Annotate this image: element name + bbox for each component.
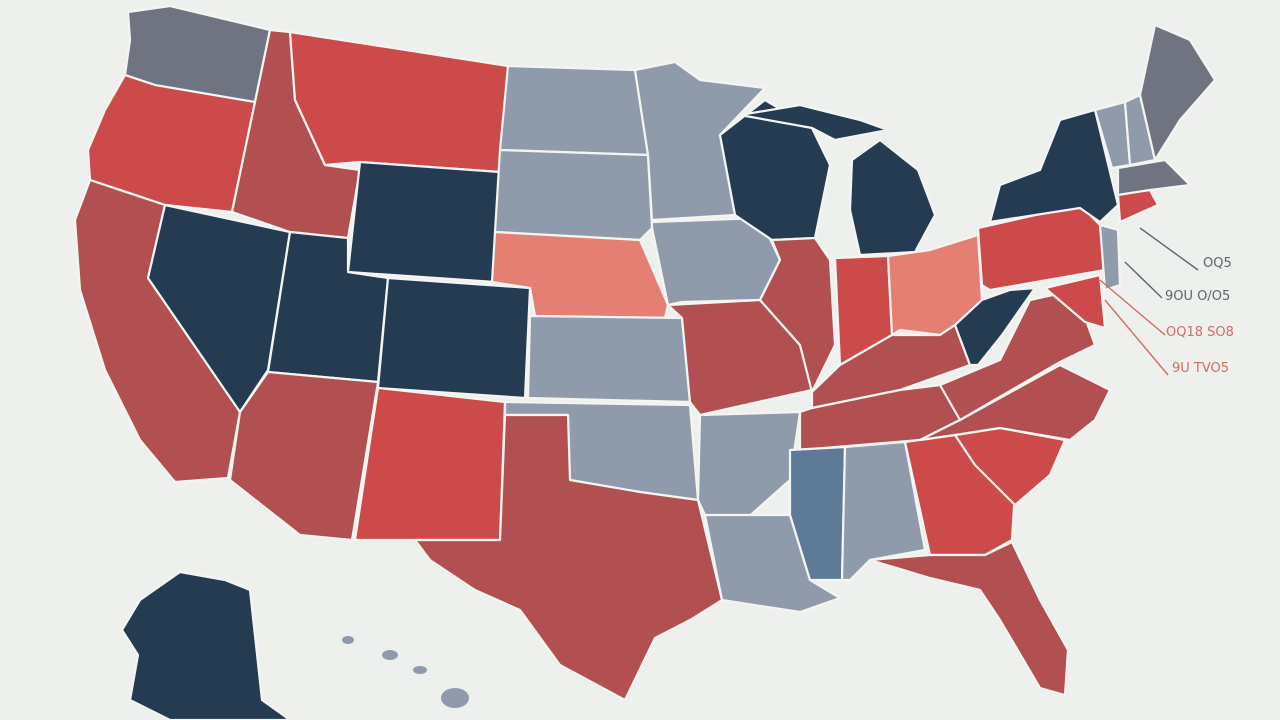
state-alaska — [120, 570, 292, 720]
state-wisconsin — [718, 98, 832, 242]
callout-line-1 — [1139, 227, 1199, 271]
state-mississippi — [788, 445, 847, 582]
callout-line-4 — [1104, 299, 1169, 376]
callout-line-3 — [1099, 279, 1166, 336]
state-massachusetts — [1116, 158, 1192, 197]
state-new-mexico — [353, 386, 507, 542]
state-michigan-upper — [738, 103, 890, 142]
callout-label: OQ18 SO8 — [1166, 325, 1234, 340]
state-south-dakota — [493, 148, 654, 242]
callout-line-2 — [1124, 261, 1163, 299]
state-west-virginia — [953, 286, 1037, 367]
state-colorado — [376, 276, 532, 400]
callout-label: 9OU O/O5 — [1165, 289, 1230, 304]
state-wyoming — [346, 160, 502, 284]
state-maine — [1138, 23, 1217, 162]
state-north-dakota — [498, 64, 650, 157]
state-new-jersey — [1098, 223, 1122, 292]
state-michigan-lower — [848, 138, 937, 257]
state-arkansas — [696, 410, 802, 522]
callout-label: OQ5 — [1203, 256, 1232, 271]
state-connecticut-ri — [1116, 188, 1160, 224]
state-hawaii — [342, 636, 469, 708]
state-arizona — [228, 370, 380, 542]
callout-label: 9U TVO5 — [1172, 361, 1229, 376]
state-kansas — [526, 314, 692, 404]
state-texas — [413, 413, 724, 702]
state-florida — [868, 540, 1070, 697]
state-maryland-delaware — [1043, 273, 1107, 330]
state-montana — [288, 30, 510, 174]
